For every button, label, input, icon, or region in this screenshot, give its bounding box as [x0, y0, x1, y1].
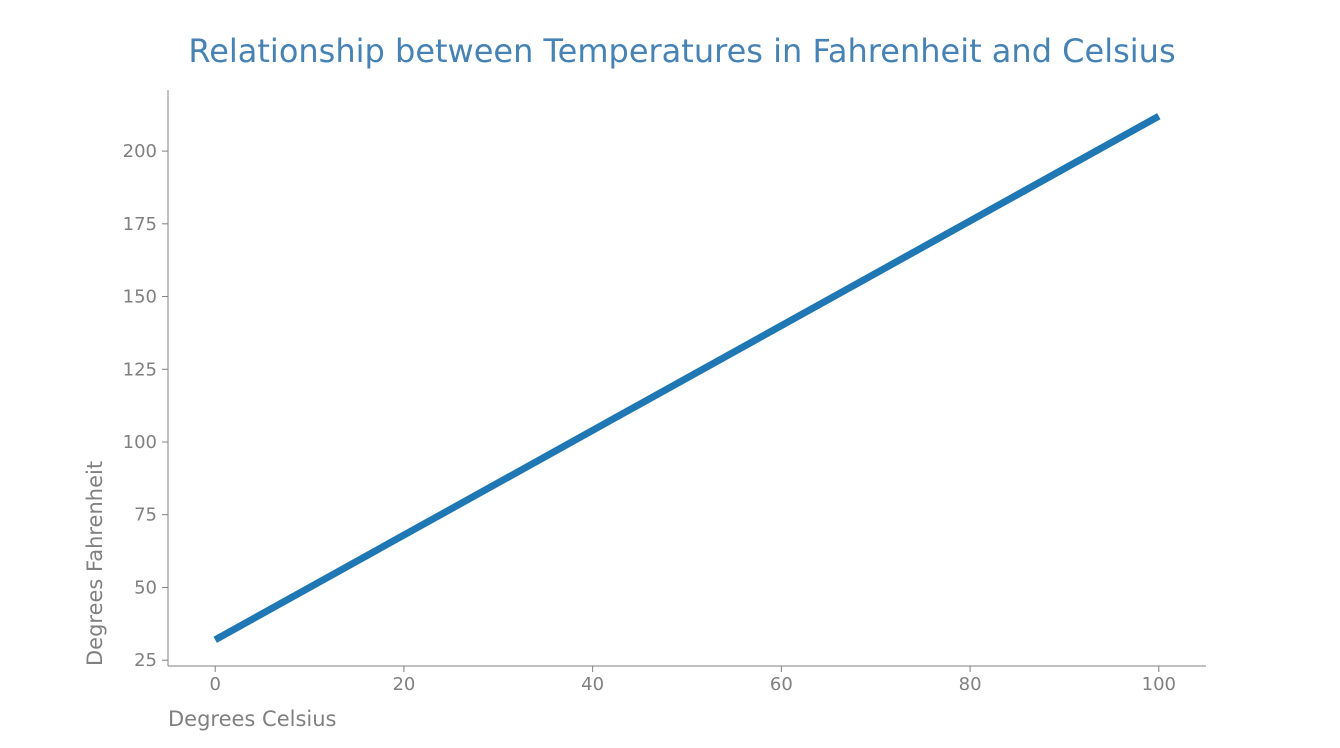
y-tick-label: 25 [134, 650, 157, 671]
y-tick-label: 100 [123, 432, 157, 453]
y-axis-ticks: 25 50 75 100 125 150 175 200 [123, 141, 168, 671]
x-tick-label: 40 [581, 674, 604, 695]
x-tick-label: 60 [770, 674, 793, 695]
y-axis-label: Degrees Fahrenheit [83, 461, 107, 666]
y-tick-label: 75 [134, 505, 157, 526]
x-tick-label: 20 [392, 674, 415, 695]
x-tick-label: 100 [1142, 674, 1176, 695]
y-tick-label: 175 [123, 214, 157, 235]
x-tick-label: 0 [209, 674, 220, 695]
plot-area [213, 113, 1161, 643]
y-tick-label: 50 [134, 577, 157, 598]
x-axis-label: Degrees Celsius [168, 707, 337, 731]
x-axis-ticks: 0 20 40 60 80 100 [209, 666, 1176, 695]
y-tick-label: 200 [123, 141, 157, 162]
y-tick-label: 150 [123, 287, 157, 308]
y-tick-label: 125 [123, 359, 157, 380]
x-tick-label: 80 [959, 674, 982, 695]
chart-title: Relationship between Temperatures in Fah… [188, 32, 1175, 70]
series-line [213, 113, 1161, 643]
